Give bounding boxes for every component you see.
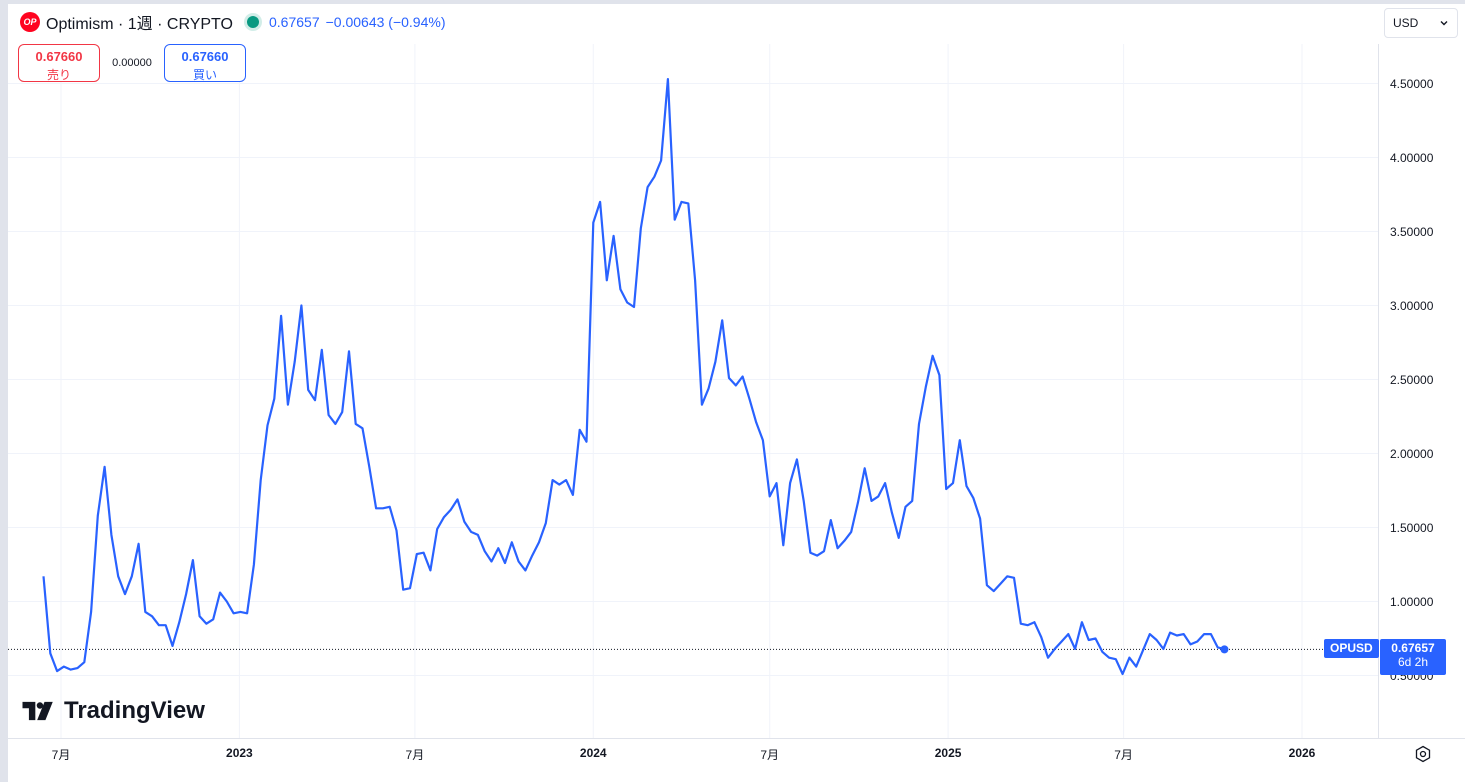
y-tick-label: 1.50000 bbox=[1390, 520, 1434, 535]
currency-select[interactable]: USD bbox=[1384, 8, 1458, 38]
y-tick-label: 2.00000 bbox=[1390, 446, 1434, 461]
x-tick-label: 7月 bbox=[405, 748, 425, 762]
last-price-dot bbox=[1220, 645, 1229, 654]
x-tick-label: 7月 bbox=[51, 748, 71, 762]
sell-label: 売り bbox=[46, 68, 71, 82]
x-tick-label: 2026 bbox=[1288, 746, 1316, 760]
optimism-logo: OP bbox=[20, 12, 40, 32]
y-tick-label: 1.00000 bbox=[1390, 594, 1434, 609]
price-tag: 0.67657 6d 2h bbox=[1380, 639, 1446, 675]
buy-price: 0.67660 bbox=[181, 49, 229, 64]
gear-icon bbox=[1415, 745, 1431, 763]
y-tick-label: 4.50000 bbox=[1390, 76, 1434, 91]
ticker-tag: OPUSD bbox=[1324, 639, 1379, 658]
top-border bbox=[0, 0, 1465, 4]
price-series-line bbox=[42, 78, 1225, 676]
tradingview-logo-icon bbox=[22, 701, 53, 721]
tradingview-wordmark: TradingView bbox=[64, 697, 205, 724]
last-price-text: 0.67657 bbox=[269, 14, 320, 30]
market-status-icon bbox=[247, 16, 259, 28]
x-tick-label: 2023 bbox=[226, 746, 253, 760]
symbol-header[interactable]: OP Optimism · 1週 · CRYPTO 0.67657 −0.006… bbox=[20, 10, 445, 34]
price-tag-value: 0.67657 bbox=[1391, 641, 1435, 655]
y-tick-label: 3.00000 bbox=[1390, 298, 1434, 313]
settings-gear-icon[interactable] bbox=[1413, 744, 1433, 764]
grid-lines bbox=[8, 44, 1378, 738]
x-tick-label: 7月 bbox=[1114, 748, 1133, 762]
symbol-title[interactable]: Optimism · 1週 · CRYPTO bbox=[46, 16, 233, 33]
tradingview-logo[interactable]: TradingView bbox=[22, 697, 205, 725]
x-tick-label: 7月 bbox=[760, 748, 780, 762]
price-axis-border bbox=[1378, 44, 1379, 738]
trade-panel: 0.67660 売り 0.00000 0.67660 買い bbox=[18, 44, 246, 82]
y-tick-label: 3.50000 bbox=[1390, 224, 1434, 239]
buy-button[interactable]: 0.67660 買い bbox=[164, 44, 246, 82]
price-change-text: −0.00643 (−0.94%) bbox=[325, 14, 446, 30]
currency-value: USD bbox=[1393, 16, 1419, 30]
y-tick-label: 4.00000 bbox=[1390, 150, 1434, 165]
spread-value: 0.00000 bbox=[112, 57, 152, 69]
buy-label: 買い bbox=[192, 68, 217, 82]
time-axis-border bbox=[8, 738, 1465, 739]
y-tick-label: 2.50000 bbox=[1390, 372, 1434, 387]
price-tag-countdown: 6d 2h bbox=[1397, 655, 1429, 669]
chevron-down-icon bbox=[1440, 21, 1448, 26]
x-tick-label: 2024 bbox=[579, 746, 607, 760]
sell-button[interactable]: 0.67660 売り bbox=[18, 44, 100, 82]
x-tick-label: 2025 bbox=[934, 746, 962, 760]
sell-price: 0.67660 bbox=[35, 49, 83, 64]
left-border bbox=[0, 0, 8, 782]
